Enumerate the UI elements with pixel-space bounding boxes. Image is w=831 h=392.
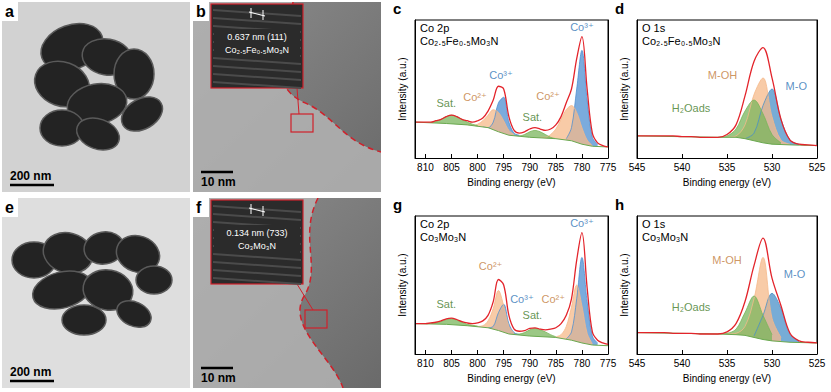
svg-text:c: c (393, 0, 401, 17)
svg-text:200 nm: 200 nm (10, 169, 51, 183)
svg-text:800: 800 (469, 162, 486, 173)
svg-text:775: 775 (600, 162, 617, 173)
svg-text:Co 2p: Co 2p (420, 218, 449, 230)
svg-text:Co₂.₅Fe₀.₅Mo₃N: Co₂.₅Fe₀.₅Mo₃N (642, 35, 720, 47)
svg-text:Co₂.₅Fe₀.₅Mo₃N: Co₂.₅Fe₀.₅Mo₃N (225, 45, 289, 55)
svg-text:Co 2p: Co 2p (420, 22, 449, 34)
svg-text:805: 805 (443, 358, 460, 369)
svg-text:Co³⁺: Co³⁺ (570, 217, 594, 229)
svg-text:535: 535 (719, 162, 736, 173)
svg-text:Sat.: Sat. (437, 97, 457, 109)
svg-text:Intensity (a.u.): Intensity (a.u.) (619, 253, 630, 316)
svg-text:O 1s: O 1s (642, 218, 666, 230)
svg-text:Sat.: Sat. (437, 298, 457, 310)
svg-text:795: 795 (495, 162, 512, 173)
svg-text:795: 795 (495, 358, 512, 369)
svg-text:785: 785 (547, 162, 564, 173)
svg-text:Co²⁺: Co²⁺ (479, 260, 503, 272)
svg-text:g: g (393, 196, 402, 213)
svg-text:805: 805 (443, 162, 460, 173)
svg-text:O 1s: O 1s (642, 22, 666, 34)
svg-text:10 nm: 10 nm (201, 371, 236, 385)
svg-text:H₂Oads: H₂Oads (672, 102, 711, 114)
svg-text:10 nm: 10 nm (201, 175, 236, 189)
svg-text:775: 775 (600, 358, 617, 369)
svg-text:Intensity (a.u.): Intensity (a.u.) (397, 57, 408, 120)
svg-text:Binding energy (eV): Binding energy (eV) (683, 373, 771, 384)
svg-text:200 nm: 200 nm (10, 365, 51, 379)
svg-text:800: 800 (469, 358, 486, 369)
svg-text:525: 525 (809, 358, 826, 369)
svg-text:Intensity (a.u.): Intensity (a.u.) (397, 253, 408, 316)
svg-text:Sat.: Sat. (523, 309, 543, 321)
svg-text:a: a (5, 3, 14, 20)
svg-text:785: 785 (547, 358, 564, 369)
svg-text:Co²⁺: Co²⁺ (536, 90, 560, 102)
svg-text:Co₃Mo₃N: Co₃Mo₃N (238, 241, 276, 251)
svg-text:M-OH: M-OH (712, 254, 741, 266)
svg-text:M-O: M-O (784, 268, 806, 280)
svg-text:0.134 nm (733): 0.134 nm (733) (226, 228, 287, 238)
svg-text:M-OH: M-OH (708, 69, 737, 81)
svg-text:Binding energy (eV): Binding energy (eV) (467, 177, 555, 188)
svg-text:e: e (5, 199, 14, 216)
svg-text:Co²⁺: Co²⁺ (541, 293, 565, 305)
svg-text:Co²⁺: Co²⁺ (463, 91, 487, 103)
svg-text:810: 810 (417, 358, 434, 369)
svg-text:H₂Oads: H₂Oads (672, 301, 711, 313)
svg-text:Intensity (a.u.): Intensity (a.u.) (619, 57, 630, 120)
svg-text:540: 540 (674, 162, 691, 173)
svg-text:h: h (615, 196, 624, 213)
svg-text:0.637 nm (111): 0.637 nm (111) (227, 32, 287, 42)
svg-text:Binding energy (eV): Binding energy (eV) (467, 373, 555, 384)
svg-text:525: 525 (809, 162, 826, 173)
svg-text:f: f (196, 199, 202, 216)
svg-text:Co³⁺: Co³⁺ (489, 69, 513, 81)
svg-text:790: 790 (521, 162, 538, 173)
svg-text:810: 810 (417, 162, 434, 173)
svg-text:540: 540 (674, 358, 691, 369)
svg-text:d: d (615, 0, 624, 17)
svg-text:Co³⁺: Co³⁺ (510, 293, 534, 305)
svg-text:Co₃Mo₃N: Co₃Mo₃N (642, 231, 688, 243)
svg-text:M-O: M-O (786, 80, 808, 92)
svg-text:530: 530 (764, 358, 781, 369)
svg-text:790: 790 (521, 358, 538, 369)
svg-text:545: 545 (629, 358, 646, 369)
svg-text:530: 530 (764, 162, 781, 173)
svg-text:545: 545 (629, 162, 646, 173)
svg-text:Co³⁺: Co³⁺ (570, 21, 594, 33)
svg-text:535: 535 (719, 358, 736, 369)
svg-text:Co₂.₅Fe₀.₅Mo₃N: Co₂.₅Fe₀.₅Mo₃N (420, 35, 498, 47)
svg-text:Sat.: Sat. (523, 111, 543, 123)
svg-text:b: b (196, 3, 206, 20)
svg-text:Binding energy (eV): Binding energy (eV) (683, 177, 771, 188)
svg-text:780: 780 (574, 358, 591, 369)
svg-text:Co₃Mo₃N: Co₃Mo₃N (420, 231, 466, 243)
svg-text:780: 780 (574, 162, 591, 173)
